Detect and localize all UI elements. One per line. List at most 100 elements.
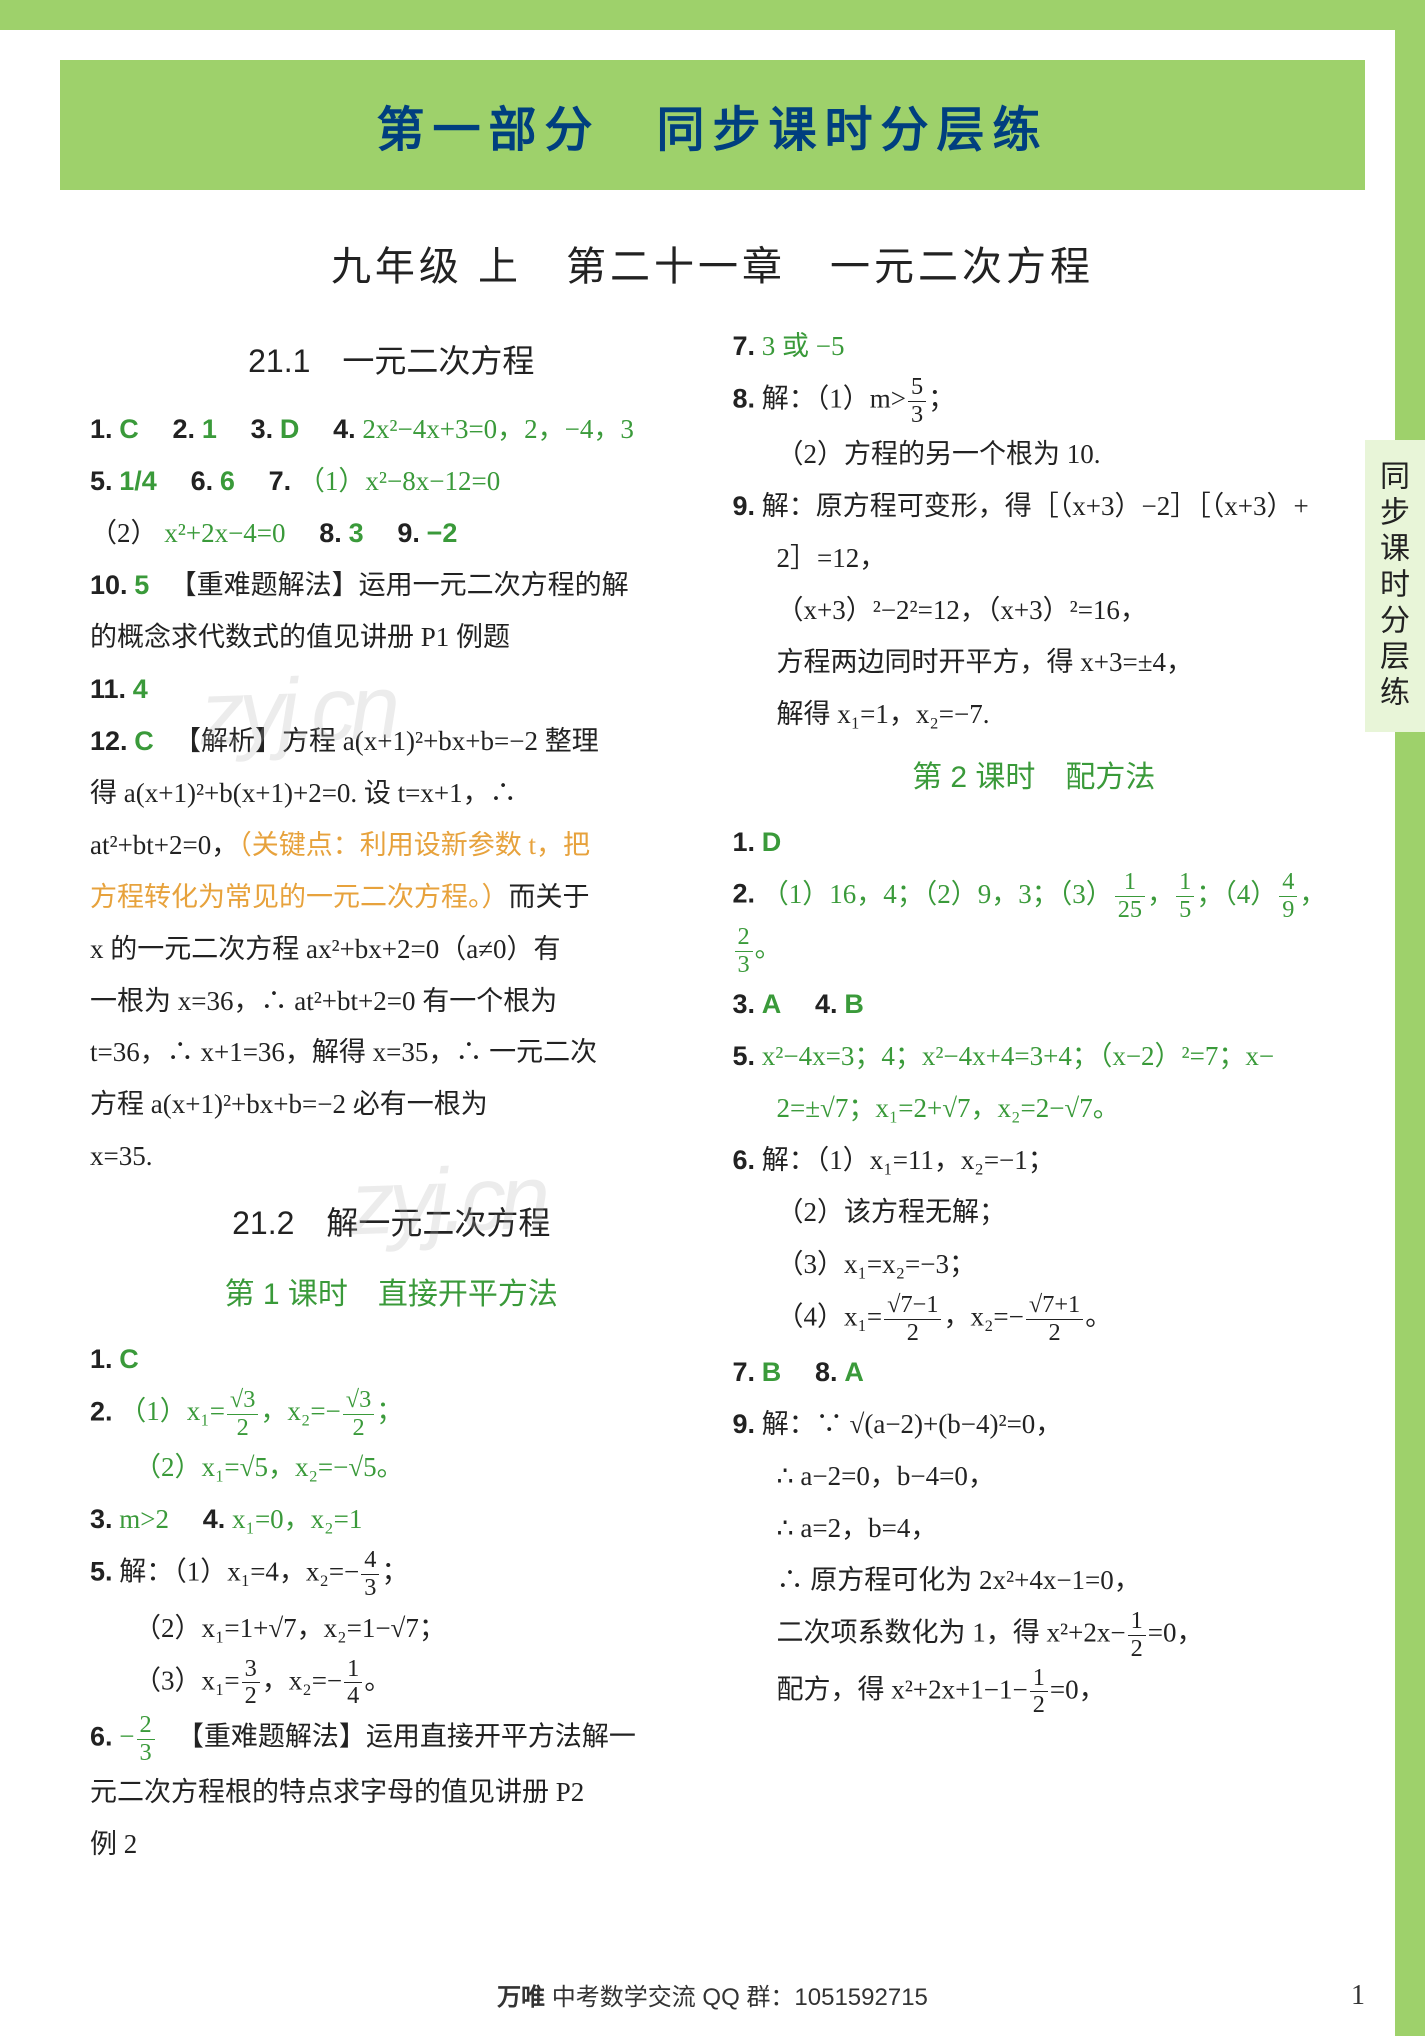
qnum: 2. <box>733 879 756 909</box>
text: 解：（1）x₁=11，x₂=−1； <box>762 1145 1055 1175</box>
text: ； <box>928 383 955 413</box>
page-number: 1 <box>1351 1980 1365 2012</box>
answer-line: 10. 5 【重难题解法】运用一元二次方程的解 <box>90 561 693 611</box>
answer: （1）16，4；（2）9，3；（3）125，15；（4）49，23。 <box>733 879 1327 963</box>
answer: D <box>280 414 300 444</box>
text-line: 方程转化为常见的一元二次方程。）而关于 <box>90 873 693 923</box>
text: 解：原方程可变形，得［（x+3）−2］［（x+3）+ <box>762 491 1309 521</box>
answer-line: （2）x₁=√5，x₂=−√5。 <box>90 1443 693 1493</box>
answer: A <box>762 989 782 1019</box>
answer: A <box>844 1357 864 1387</box>
text: x₁=√5，x₂=−√5。 <box>202 1452 404 1482</box>
answer: 4 <box>133 674 148 704</box>
column-left: 21.1 一元二次方程 1. C 2. 1 3. D 4. 2x²−4x+3=0… <box>90 320 693 1872</box>
text: 解：∵ √(a−2)+(b−4)²=0， <box>762 1409 1063 1439</box>
text: （4）x₁= <box>777 1301 883 1331</box>
answer-line: 7. B 8. A <box>733 1348 1336 1398</box>
text: 【重难题解法】运用直接开平方法解一 <box>163 1721 636 1751</box>
answer-line: （2） x²+2x−4=0 8. 3 9. −2 <box>90 509 693 559</box>
qnum: 5. <box>90 1557 113 1587</box>
text-line: 二次项系数化为 1，得 x²+2x−12=0， <box>733 1608 1336 1662</box>
two-columns: 21.1 一元二次方程 1. C 2. 1 3. D 4. 2x²−4x+3=0… <box>90 320 1335 1872</box>
fraction: 53 <box>908 374 926 428</box>
text: ； <box>381 1557 408 1587</box>
answer: （1）x²−8x−12=0 <box>298 466 500 496</box>
qnum: 7. <box>242 466 292 496</box>
answer: x²−4x=3；4；x²−4x+4=3+4；（x−2）²=7；x− <box>762 1041 1274 1071</box>
answer: x²+2x−4=0 <box>164 518 285 548</box>
section-21-2: 21.2 解一元二次方程 <box>90 1194 693 1253</box>
text: ，x₂=− <box>943 1301 1023 1331</box>
text: 解：（1）x₁=4，x₂=− <box>119 1557 359 1587</box>
text: 【解析】方程 a(x+1)²+bx+b=−2 整理 <box>161 726 599 756</box>
qnum: 5. <box>733 1041 756 1071</box>
answer-line: 7. 3 或 −5 <box>733 322 1336 372</box>
text: 配方，得 x²+2x+1−1− <box>777 1674 1028 1704</box>
answer-line: 9. 解：原方程可变形，得［（x+3）−2］［（x+3）+ <box>733 482 1336 532</box>
answer-line: 1. D <box>733 818 1336 868</box>
answer-line: 2. （1）16，4；（2）9，3；（3）125，15；（4）49，23。 <box>733 869 1336 978</box>
text-line: （x+3）²−2²=12，（x+3）²=16， <box>733 586 1336 636</box>
text: 二次项系数化为 1，得 x²+2x− <box>777 1617 1126 1647</box>
fraction: √7+12 <box>1026 1292 1083 1346</box>
fraction: 15 <box>1176 869 1194 923</box>
answer-line: 2. （1）x₁=√32，x₂=−√32； <box>90 1387 693 1441</box>
answer: x₁=0，x₂=1 <box>232 1504 362 1534</box>
qnum: 3. <box>224 414 274 444</box>
answer-line: 3. m>2 4. x₁=0，x₂=1 <box>90 1495 693 1545</box>
text-line: 配方，得 x²+2x+1−1−12=0， <box>733 1665 1336 1719</box>
text-line: 的概念求代数式的值见讲册 P1 例题 <box>90 613 693 663</box>
text-line: （4）x₁=√7−12，x₂=−√7+12。 <box>733 1292 1336 1346</box>
answer: B <box>844 989 864 1019</box>
qnum: 11. <box>90 674 126 704</box>
answer-line: 8. 解：（1）m>53； <box>733 374 1336 428</box>
text: 【重难题解法】运用一元二次方程的解 <box>156 570 629 600</box>
answer-line: 5. x²−4x=3；4；x²−4x+4=3+4；（x−2）²=7；x− <box>733 1032 1336 1082</box>
answer-line: 3. A 4. B <box>733 980 1336 1030</box>
answer-line: 6. 解：（1）x₁=11，x₂=−1； <box>733 1136 1336 1186</box>
text-line: x=35. <box>90 1132 693 1182</box>
answer: m>2 <box>119 1504 169 1534</box>
qnum: 12. <box>90 726 128 756</box>
answer: 1/4 <box>119 466 157 496</box>
answer: 2=±√7；x₁=2+√7，x₂=2−√7。 <box>777 1093 1120 1123</box>
answer-line: 12. C 【解析】方程 a(x+1)²+bx+b=−2 整理 <box>90 717 693 767</box>
fraction: 43 <box>361 1547 379 1601</box>
text: （1）x₁= <box>119 1396 225 1426</box>
text: 。 <box>364 1665 391 1695</box>
qnum: 2. <box>90 1396 113 1426</box>
text-line: at²+bt+2=0，（关键点：利用设新参数 t，把 <box>90 821 693 871</box>
text-line: 得 a(x+1)²+b(x+1)+2=0. 设 t=x+1，∴ <box>90 769 693 819</box>
qnum: 4. <box>788 989 838 1019</box>
answer: 2x²−4x+3=0，2，−4，3 <box>362 414 634 444</box>
fraction: 23 <box>137 1712 155 1766</box>
qnum: 4. <box>176 1504 226 1534</box>
text-line: t=36，∴ x+1=36，解得 x=35，∴ 一元二次 <box>90 1028 693 1078</box>
answer-line: 9. 解：∵ √(a−2)+(b−4)²=0， <box>733 1400 1336 1450</box>
qnum: 6. <box>164 466 214 496</box>
answer: B <box>762 1357 782 1387</box>
keypoint: （关键点：利用设新参数 t，把 <box>238 830 590 860</box>
text-line: ∴ a=2，b=4， <box>733 1504 1336 1554</box>
qnum: 1. <box>733 827 756 857</box>
text: （3）x₁= <box>134 1665 240 1695</box>
qnum: 10. <box>90 570 128 600</box>
text-line: ∴ a−2=0，b−4=0， <box>733 1452 1336 1502</box>
text-line: 一根为 x=36，∴ at²+bt+2=0 有一个根为 <box>90 977 693 1027</box>
text-line: x 的一元二次方程 ax²+bx+2=0（a≠0）有 <box>90 925 693 975</box>
page-footer: 万唯 中考数学交流 QQ 群：1051592715 <box>0 1977 1425 2012</box>
text: 。 <box>1085 1301 1112 1331</box>
text: ； <box>376 1396 403 1426</box>
text: （2） <box>134 1452 202 1482</box>
text: =0， <box>1148 1617 1204 1647</box>
text-line: 例 2 <box>90 1820 693 1870</box>
text-line: 方程两边同时开平方，得 x+3=±4， <box>733 638 1336 688</box>
text-line: 方程 a(x+1)²+bx+b=−2 必有一根为 <box>90 1080 693 1130</box>
footer-text: 中考数学交流 QQ 群：1051592715 <box>545 1984 928 2011</box>
qnum: 9. <box>733 1409 756 1439</box>
text: at²+bt+2=0， <box>90 830 238 860</box>
answer-line: 5. 解：（1）x₁=4，x₂=−43； <box>90 1547 693 1601</box>
header-banner: 第一部分 同步课时分层练 <box>60 60 1365 190</box>
fraction: 23 <box>735 924 753 978</box>
fraction: 14 <box>344 1656 362 1710</box>
